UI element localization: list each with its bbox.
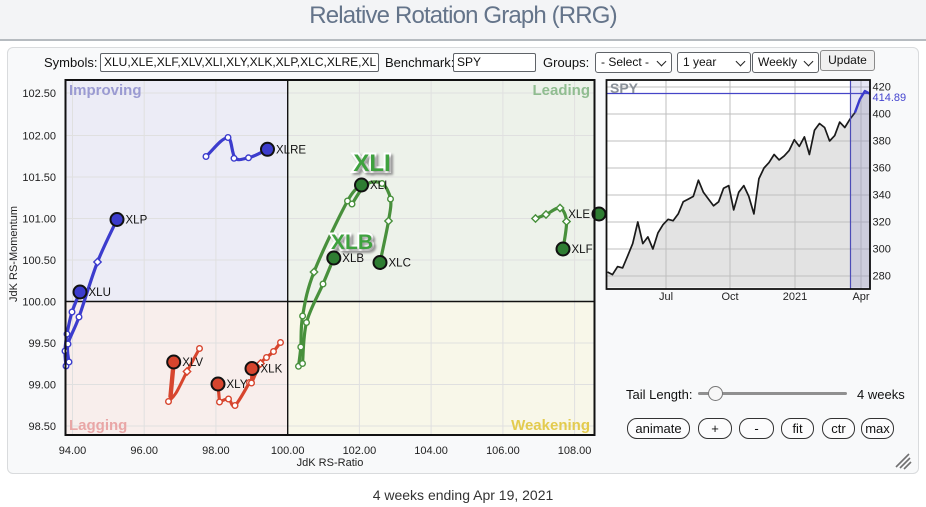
svg-text:102.50: 102.50	[22, 88, 56, 100]
svg-text:XLP: XLP	[126, 215, 148, 227]
svg-text:300: 300	[873, 244, 891, 256]
svg-text:99.00: 99.00	[28, 380, 56, 392]
svg-text:Leading: Leading	[532, 82, 590, 99]
svg-text:380: 380	[873, 136, 891, 148]
svg-text:101.00: 101.00	[22, 214, 56, 226]
svg-text:SPY: SPY	[610, 80, 639, 96]
svg-text:102.00: 102.00	[343, 445, 377, 457]
svg-text:280: 280	[873, 271, 891, 283]
svg-text:98.00: 98.00	[202, 445, 230, 457]
svg-text:99.50: 99.50	[28, 338, 56, 350]
svg-text:98.50: 98.50	[28, 421, 56, 433]
svg-text:340: 340	[873, 190, 891, 202]
svg-text:102.00: 102.00	[22, 131, 56, 143]
svg-text:414.89: 414.89	[873, 92, 907, 104]
svg-text:XLV: XLV	[182, 357, 203, 369]
svg-text:XLF: XLF	[572, 244, 593, 256]
svg-text:400: 400	[873, 109, 891, 121]
svg-text:Apr: Apr	[852, 291, 869, 303]
svg-text:100.50: 100.50	[22, 255, 56, 267]
svg-text:XLB: XLB	[342, 253, 364, 265]
svg-text:JdK RS-Momentum: JdK RS-Momentum	[8, 206, 20, 302]
svg-text:94.00: 94.00	[59, 445, 87, 457]
svg-text:Lagging: Lagging	[69, 417, 127, 434]
svg-text:2021: 2021	[783, 291, 807, 303]
svg-text:XLI: XLI	[370, 180, 387, 192]
svg-text:360: 360	[873, 163, 891, 175]
svg-text:101.50: 101.50	[22, 172, 56, 184]
svg-text:JdK RS-Ratio: JdK RS-Ratio	[297, 457, 364, 469]
svg-text:96.00: 96.00	[130, 445, 158, 457]
svg-text:100.00: 100.00	[22, 297, 56, 309]
svg-text:XLB: XLB	[331, 231, 373, 254]
svg-text:100.00: 100.00	[271, 445, 305, 457]
svg-text:Weakening: Weakening	[511, 417, 590, 434]
svg-text:XLY: XLY	[227, 379, 248, 391]
svg-text:XLE: XLE	[568, 209, 590, 221]
svg-text:108.00: 108.00	[558, 445, 592, 457]
svg-text:Jul: Jul	[659, 291, 673, 303]
svg-text:XLI: XLI	[353, 150, 390, 177]
svg-text:104.00: 104.00	[414, 445, 448, 457]
svg-text:XLU: XLU	[89, 287, 111, 299]
svg-text:XLK: XLK	[261, 364, 283, 376]
svg-text:Oct: Oct	[721, 291, 738, 303]
svg-text:XLC: XLC	[389, 258, 411, 270]
svg-text:320: 320	[873, 217, 891, 229]
svg-text:420: 420	[873, 82, 891, 94]
svg-text:Improving: Improving	[69, 82, 142, 99]
svg-text:XLRE: XLRE	[276, 144, 306, 156]
svg-text:106.00: 106.00	[486, 445, 520, 457]
